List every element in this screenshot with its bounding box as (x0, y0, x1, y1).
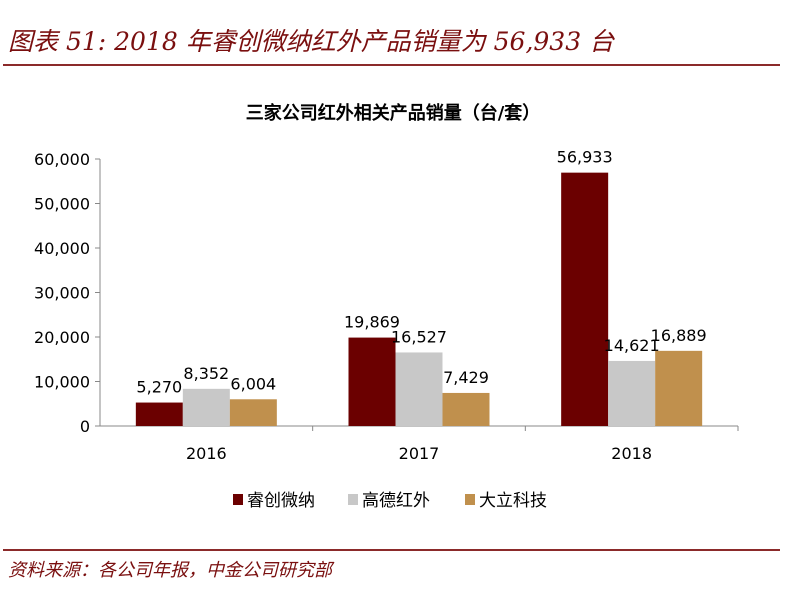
bar-睿创微纳 (135, 402, 183, 426)
data-label: 14,621 (604, 336, 660, 355)
legend-label: 大立科技 (479, 491, 547, 511)
data-label: 8,352 (183, 364, 229, 383)
bar-大立科技 (442, 392, 490, 426)
data-label: 16,889 (651, 326, 707, 345)
y-tick-label: 50,000 (34, 195, 90, 214)
data-label: 6,004 (230, 374, 276, 393)
bar-大立科技 (655, 350, 703, 426)
chart-title: 三家公司红外相关产品销量（台/套） (246, 102, 541, 124)
y-tick-label: 60,000 (34, 150, 90, 169)
bar-高德红外 (182, 388, 230, 426)
y-tick-label: 0 (80, 417, 90, 436)
x-tick-label: 2017 (399, 444, 440, 463)
legend-swatch (465, 494, 475, 505)
figure-title: 图表 51: 2018 年睿创微纳红外产品销量为 56,933 台 (8, 27, 615, 56)
source-note: 资料来源：各公司年报，中金公司研究部 (8, 560, 332, 581)
bar-睿创微纳 (348, 337, 396, 426)
y-tick-label: 10,000 (34, 373, 90, 392)
bar-睿创微纳 (561, 172, 609, 426)
data-label: 56,933 (557, 148, 613, 167)
bar-高德红外 (395, 352, 443, 426)
data-label: 16,527 (391, 327, 447, 346)
data-label: 5,270 (136, 378, 182, 397)
x-tick-label: 2016 (186, 444, 227, 463)
legend-label: 睿创微纳 (247, 491, 315, 511)
data-label: 19,869 (344, 313, 400, 332)
legend-swatch (233, 494, 243, 505)
data-label: 7,429 (443, 368, 489, 387)
y-tick-label: 30,000 (34, 284, 90, 303)
legend-swatch (348, 494, 358, 505)
x-tick-label: 2018 (611, 444, 652, 463)
source-divider (3, 549, 780, 551)
y-tick-label: 20,000 (34, 328, 90, 347)
bar-大立科技 (229, 399, 277, 426)
y-tick-label: 40,000 (34, 239, 90, 258)
bar-高德红外 (608, 360, 656, 426)
title-divider (3, 64, 780, 66)
legend-label: 高德红外 (362, 491, 430, 511)
